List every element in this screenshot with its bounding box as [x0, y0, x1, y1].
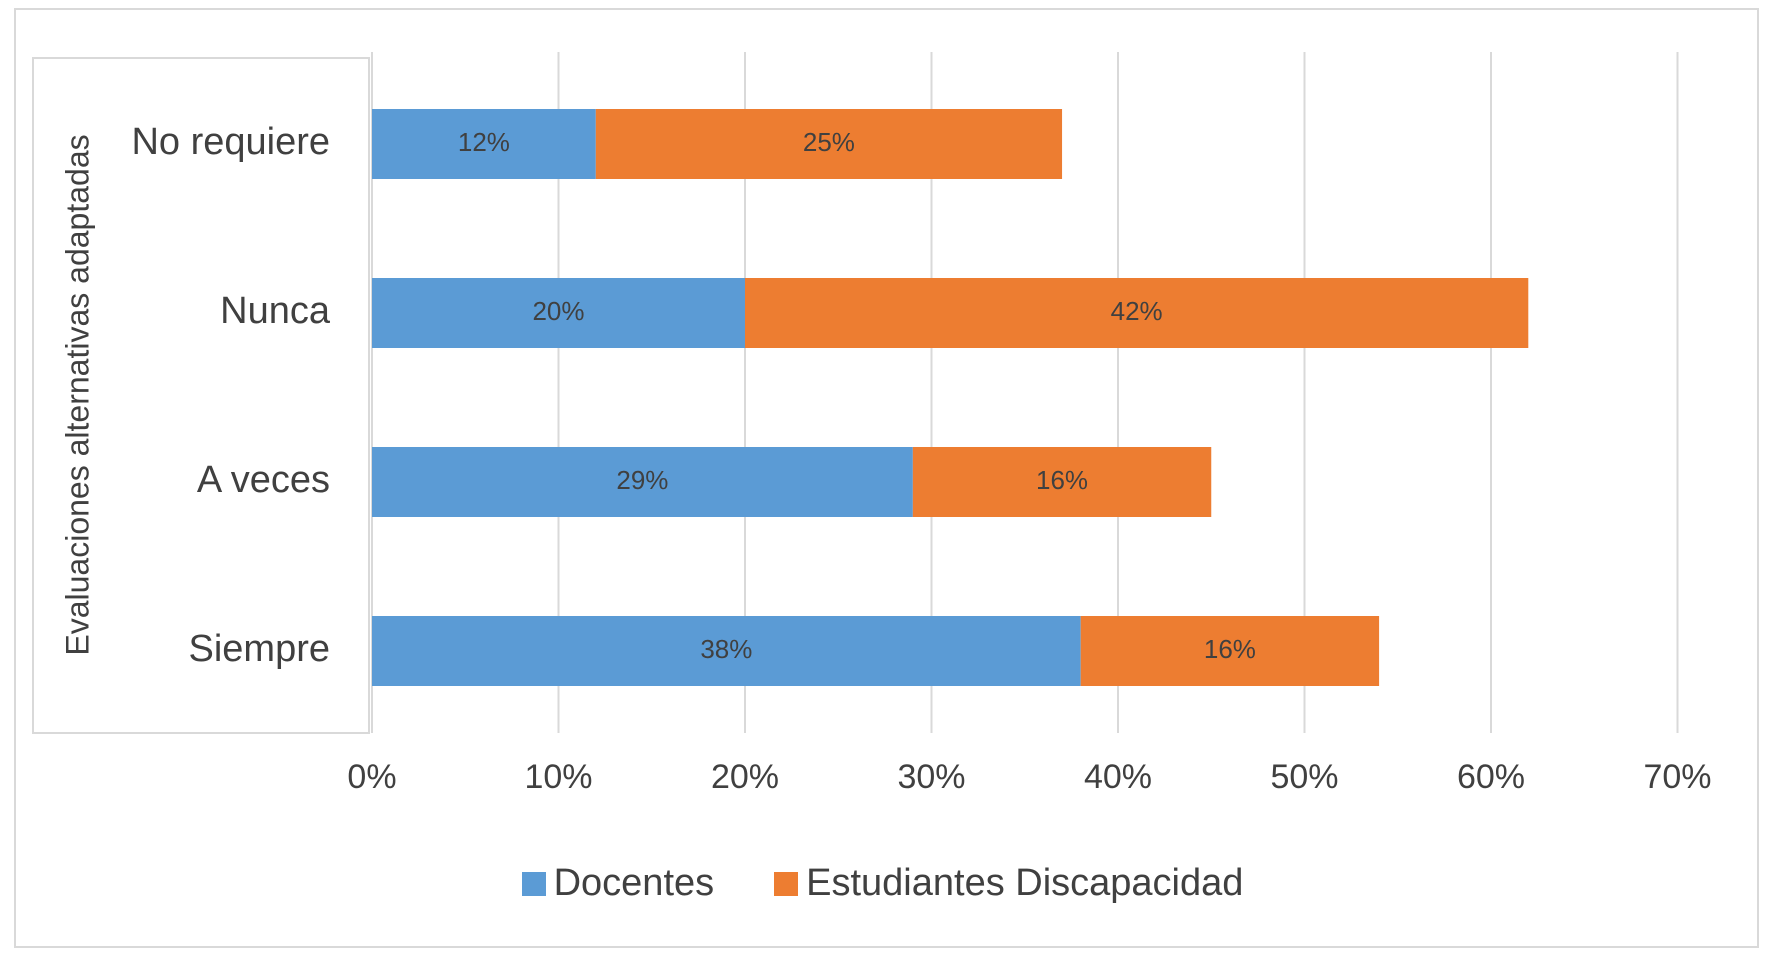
bar-docentes	[372, 109, 596, 179]
bar-estudiantes	[595, 109, 1063, 179]
legend-label-docentes: Docentes	[553, 862, 715, 904]
data-label: 20%	[532, 296, 584, 326]
x-tick-label: 30%	[897, 758, 965, 796]
legend-item-estudiantes: Estudiantes Discapacidad	[774, 862, 1243, 905]
x-tick-label: 60%	[1457, 758, 1525, 796]
x-tick-label: 70%	[1643, 758, 1711, 796]
bar-docentes	[372, 278, 745, 348]
data-label: 25%	[803, 127, 855, 157]
category-label: No requiere	[131, 121, 330, 163]
bar-estudiantes	[912, 447, 1212, 517]
bar-docentes	[372, 616, 1081, 686]
data-label: 16%	[1036, 465, 1088, 495]
x-tick-label: 20%	[711, 758, 779, 796]
category-label: A veces	[197, 459, 330, 501]
x-tick-label: 40%	[1084, 758, 1152, 796]
x-tick-label: 50%	[1270, 758, 1338, 796]
category-label: Nunca	[220, 290, 331, 332]
category-axis-box	[32, 57, 370, 734]
x-tick-label: 0%	[347, 758, 396, 796]
data-label: 16%	[1204, 634, 1256, 664]
legend-item-docentes: Docentes	[521, 862, 715, 905]
category-label: Siempre	[189, 628, 331, 670]
legend-label-estudiantes: Estudiantes Discapacidad	[806, 862, 1244, 904]
legend-swatch-docentes	[521, 871, 546, 896]
legend-swatch-estudiantes	[774, 871, 799, 896]
data-label: 29%	[616, 465, 668, 495]
x-tick-labels: 0% 10% 20% 30% 40% 50% 60% 70%	[347, 758, 1711, 796]
y-axis-title: Evaluaciones alternativas adaptadas	[59, 134, 95, 655]
bar-estudiantes	[745, 278, 1529, 348]
data-label: 42%	[1111, 296, 1163, 326]
bar-docentes	[372, 447, 913, 517]
bars: 12% 25% 20% 42% 29% 16% 38% 16%	[372, 109, 1529, 686]
category-labels: No requiere Nunca A veces Siempre	[131, 121, 330, 670]
data-label: 38%	[700, 634, 752, 664]
bar-estudiantes	[1080, 616, 1380, 686]
x-tick-label: 10%	[524, 758, 592, 796]
legend: Docentes Estudiantes Discapacidad	[0, 862, 1765, 905]
data-label: 12%	[458, 127, 510, 157]
